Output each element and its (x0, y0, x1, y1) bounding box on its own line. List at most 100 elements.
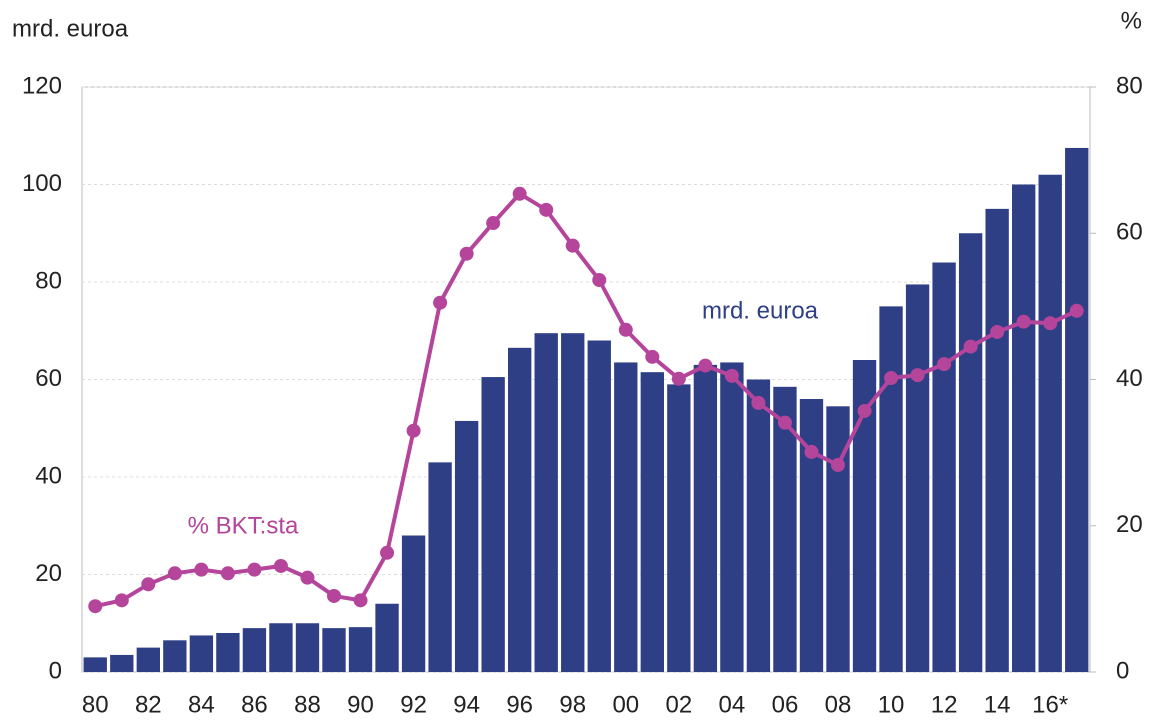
bar (985, 208, 1009, 672)
bar (508, 347, 532, 672)
bar (454, 420, 479, 672)
bar (428, 462, 452, 672)
bar (295, 623, 320, 672)
line-point (804, 444, 819, 459)
bar (348, 627, 373, 672)
bar (401, 535, 426, 672)
y-tick-label: 120 (22, 72, 62, 99)
line-point (353, 593, 368, 608)
y2-tick-label: 80 (1116, 72, 1143, 99)
x-tick-label: 98 (559, 691, 586, 718)
y2-tick-label: 40 (1116, 365, 1143, 392)
line-point (167, 566, 182, 581)
bar-annotation: mrd. euroa (702, 297, 819, 324)
line-point (698, 358, 713, 373)
line-point (327, 588, 341, 603)
x-tick-label: 86 (241, 691, 268, 718)
x-tick-label: 80 (82, 691, 109, 718)
bar (216, 633, 240, 672)
line (94, 191, 1078, 609)
bar (242, 628, 267, 672)
bar (481, 377, 505, 672)
bar (110, 654, 134, 672)
line-point (406, 423, 421, 438)
line-point (618, 322, 633, 337)
bar (852, 360, 877, 672)
line-point (114, 593, 129, 608)
bar (1038, 174, 1062, 672)
x-tick-label: 08 (825, 691, 852, 718)
line-point (300, 570, 315, 585)
line-point (963, 339, 978, 354)
line-point (831, 458, 845, 473)
line-point (751, 395, 766, 410)
bar (614, 362, 638, 672)
line-point (486, 216, 501, 231)
line-point (777, 415, 792, 430)
x-tick-label: 82 (135, 691, 162, 718)
y2-tick-label: 20 (1116, 511, 1143, 538)
x-tick-label: 06 (772, 691, 799, 718)
bar (640, 372, 664, 672)
bar (534, 333, 558, 672)
y2-tick-label: 0 (1116, 657, 1129, 684)
bar (958, 233, 983, 672)
x-tick-label: 84 (188, 691, 215, 718)
bar (269, 623, 293, 672)
line-point (990, 324, 1005, 339)
line-point (141, 577, 156, 592)
line-point (937, 357, 952, 372)
bar (693, 364, 718, 672)
y-tick-label: 80 (35, 267, 62, 294)
line-point (1043, 316, 1058, 331)
bar (826, 406, 850, 672)
line-point (1016, 314, 1031, 329)
x-tick-label: 02 (665, 691, 692, 718)
x-tick-label: 00 (612, 691, 639, 718)
bar (932, 262, 956, 672)
line-point (220, 566, 235, 581)
bar (561, 333, 585, 672)
x-tick-label: 16* (1032, 691, 1068, 718)
line-point (565, 238, 580, 253)
line-point (645, 349, 660, 364)
bar (667, 384, 691, 672)
line-point (592, 273, 607, 288)
bar (375, 603, 399, 672)
bar (83, 657, 107, 672)
line-point (273, 558, 288, 573)
bar (1065, 147, 1089, 672)
y-tick-label: 0 (49, 657, 62, 684)
x-tick-label: 88 (294, 691, 321, 718)
line-point (671, 371, 686, 386)
bar (799, 399, 824, 672)
y-axis-label: mrd. euroa (12, 15, 129, 42)
x-tick-label: 96 (506, 691, 533, 718)
line-point (910, 368, 925, 383)
x-tick-label: 92 (400, 691, 427, 718)
line-point (512, 186, 527, 201)
bar (136, 647, 160, 672)
line-point (884, 371, 899, 386)
x-tick-label: 14 (984, 691, 1011, 718)
bar (163, 640, 187, 672)
line-point (88, 599, 103, 614)
x-tick-label: 04 (719, 691, 746, 718)
bar (773, 386, 797, 672)
bar (587, 340, 611, 672)
x-tick-label: 12 (931, 691, 958, 718)
line-annotation: % BKT:sta (188, 512, 299, 539)
y2-axis-label: % (1121, 7, 1142, 34)
bar (1012, 184, 1036, 672)
line-point (380, 545, 395, 560)
bar (322, 628, 346, 672)
x-tick-label: 94 (453, 691, 480, 718)
line-point (459, 246, 474, 261)
x-tick-label: 10 (878, 691, 905, 718)
line-point (247, 562, 262, 577)
y-tick-label: 40 (35, 462, 62, 489)
line-point (724, 368, 739, 383)
bar (189, 635, 214, 672)
